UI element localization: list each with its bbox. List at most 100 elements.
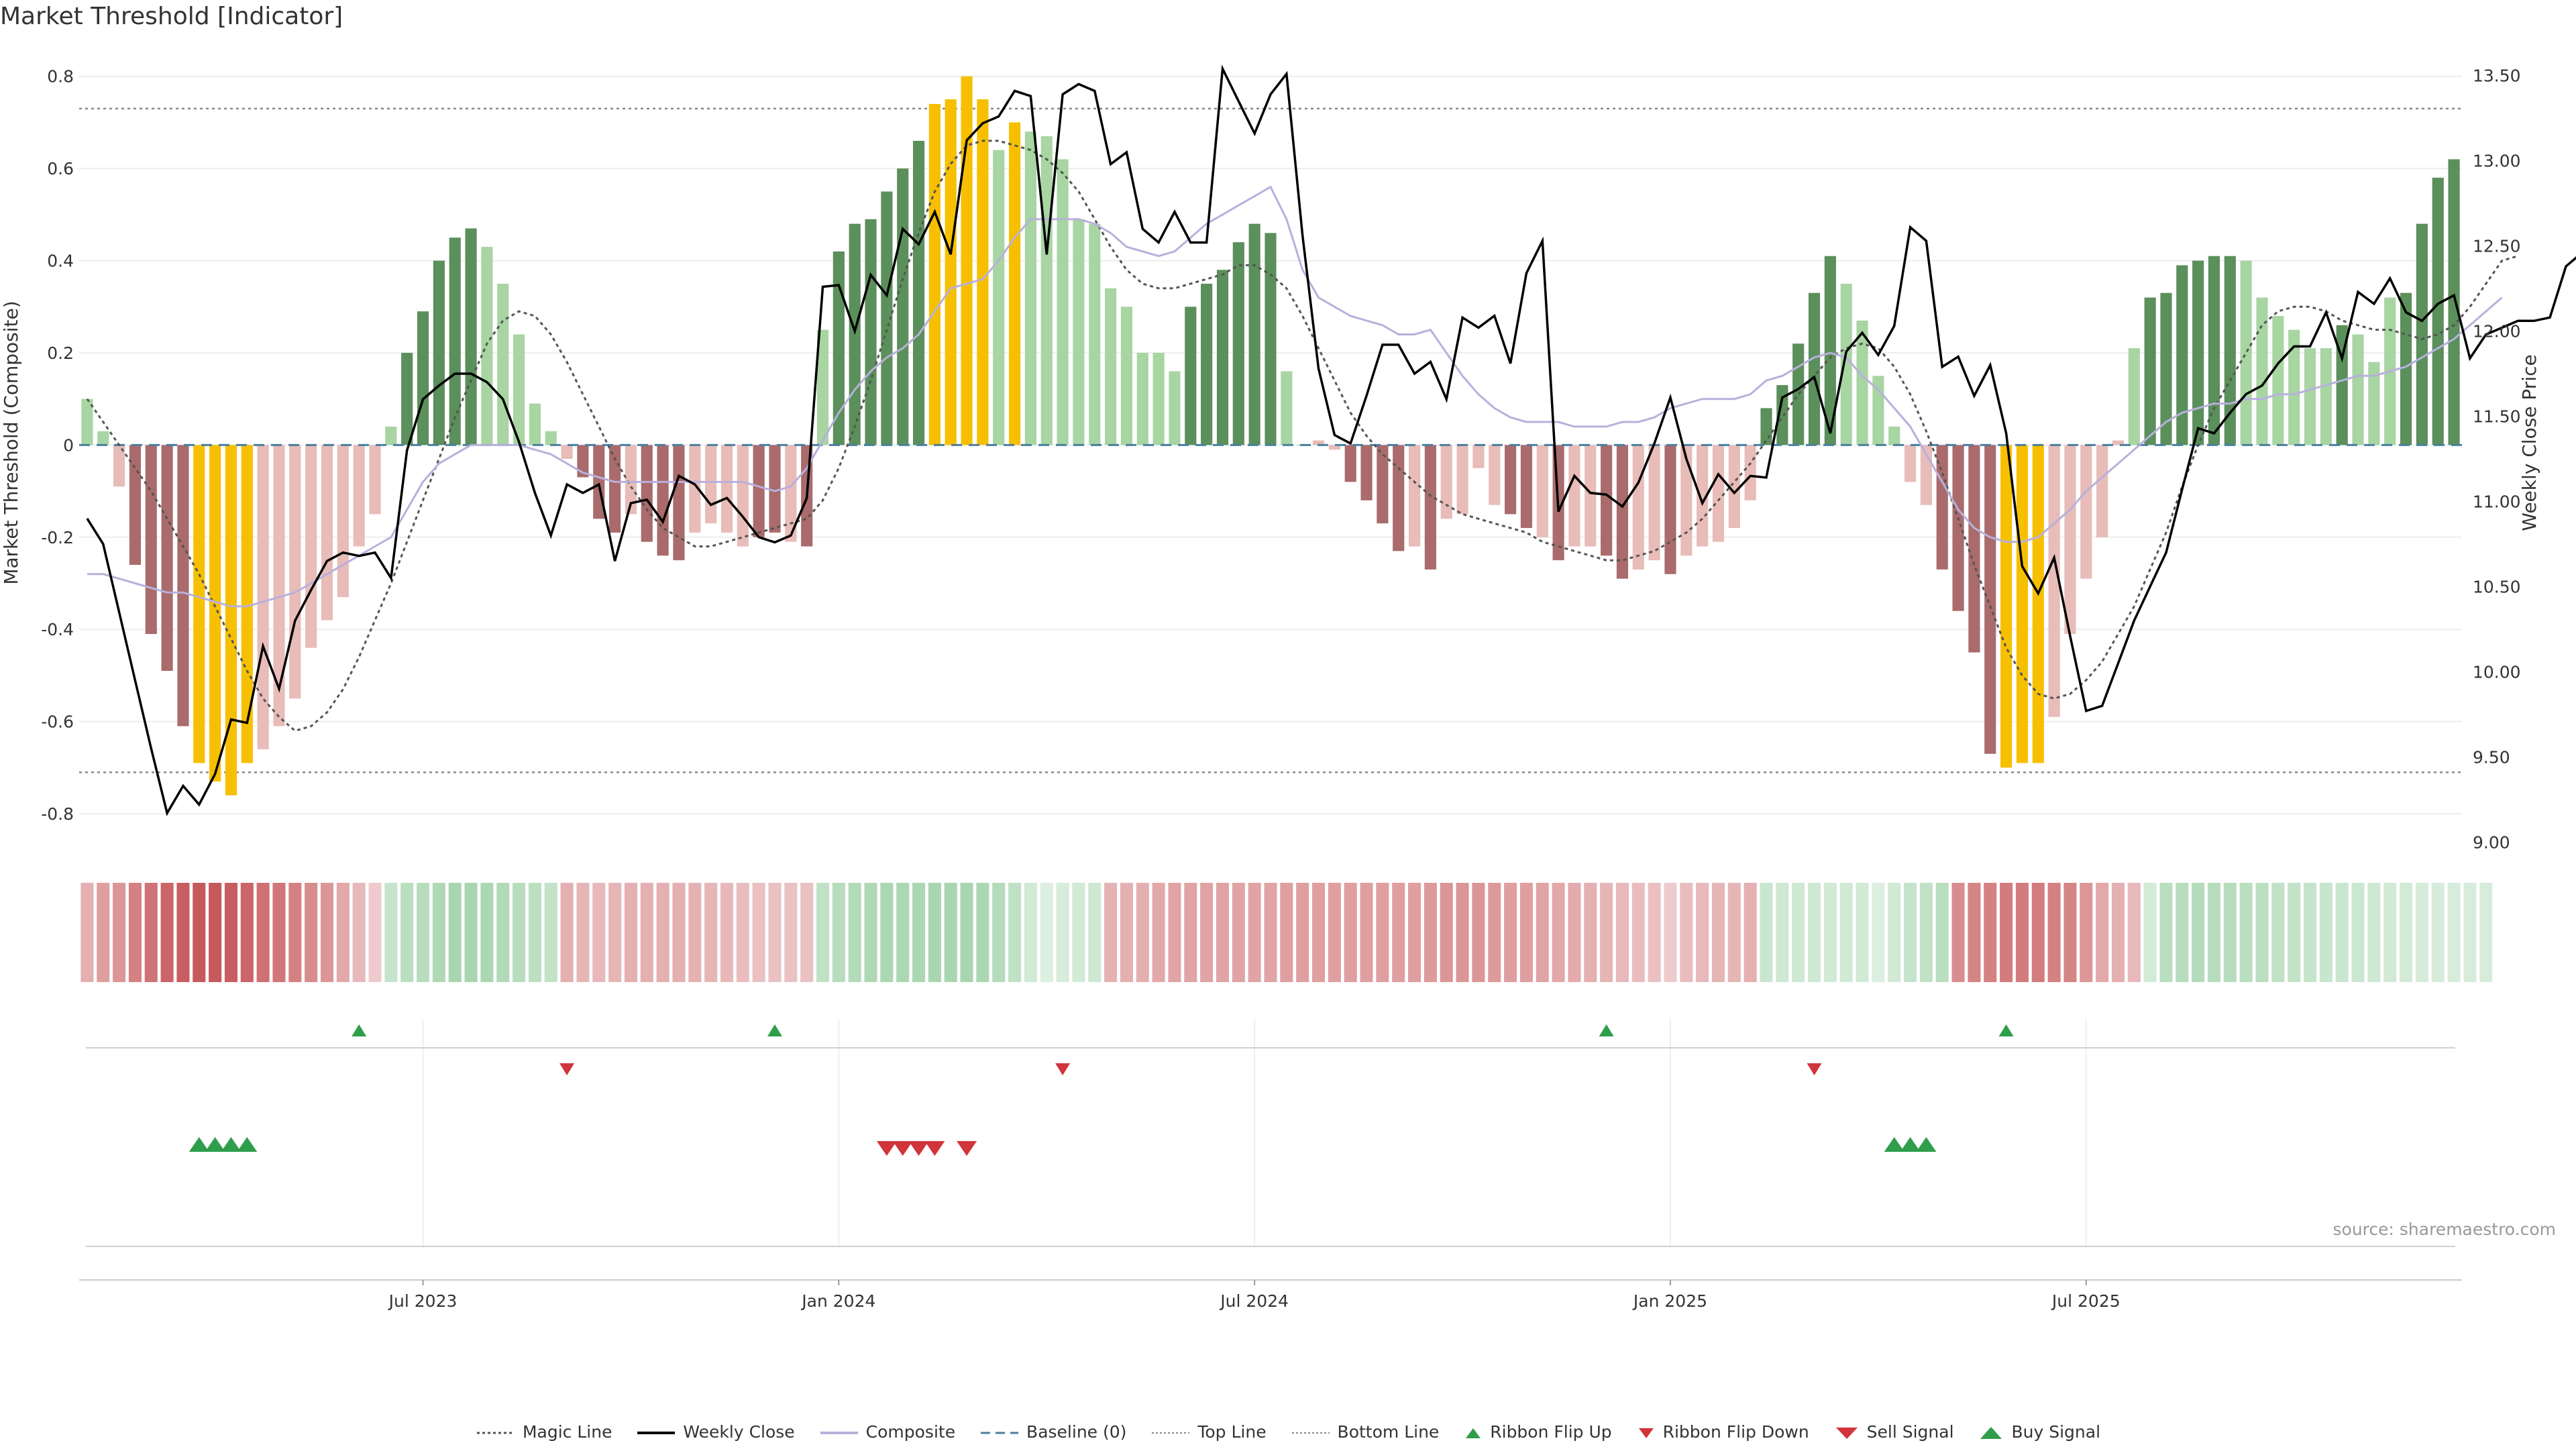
composite-bar [2368, 362, 2380, 445]
ribbon-cell [704, 883, 718, 982]
composite-bar [417, 311, 429, 445]
composite-bar [816, 329, 829, 445]
y-tick-label-left: -0.8 [41, 804, 74, 824]
ribbon-cell [1328, 883, 1341, 982]
composite-bar [1440, 445, 1452, 519]
composite-bar [1984, 445, 1996, 754]
ribbon-cell [688, 883, 702, 982]
legend-top-line[interactable]: Top Line [1152, 1422, 1267, 1442]
y-tick-label-right: 9.00 [2473, 833, 2510, 852]
composite-bar [2192, 260, 2204, 445]
sell-signal-marker [892, 1141, 913, 1156]
ribbon-cell [880, 883, 894, 982]
ribbon-cell [784, 883, 798, 982]
ribbon-flip-down-marker [559, 1063, 575, 1075]
ribbon-cell [368, 883, 382, 982]
sell-signal-marker [908, 1141, 929, 1156]
sell-signal-marker [957, 1141, 977, 1156]
y-axis-left-label: Market Threshold (Composite) [0, 301, 22, 584]
ribbon-cell [320, 883, 334, 982]
ribbon-cell [1552, 883, 1565, 982]
ribbon-cell [1088, 883, 1102, 982]
legend-baseline[interactable]: Baseline (0) [981, 1422, 1127, 1442]
ribbon-cell [1743, 883, 1757, 982]
ribbon-cell [1104, 883, 1118, 982]
composite-bar [1360, 445, 1373, 500]
composite-bar [1456, 445, 1468, 515]
composite-bar [1568, 445, 1580, 547]
composite-bar [1136, 352, 1148, 445]
ribbon-flip-up-marker [1599, 1024, 1614, 1036]
composite-bar [769, 445, 781, 533]
legend-buy-signal[interactable]: Buy Signal [1978, 1422, 2100, 1442]
x-tick-label: Jul 2023 [388, 1291, 458, 1311]
composite-bar [1536, 445, 1548, 537]
ribbon-cell [1823, 883, 1837, 982]
legend-composite[interactable]: Composite [820, 1422, 956, 1442]
composite-bar [2352, 334, 2364, 445]
ribbon-cell [848, 883, 861, 982]
composite-bar [209, 445, 221, 782]
ribbon-cell [1408, 883, 1421, 982]
composite-bar [305, 445, 317, 648]
legend-ribbon-flip-down[interactable]: Ribbon Flip Down [1636, 1422, 1809, 1442]
ribbon-cell [1839, 883, 1853, 982]
composite-bar [1952, 445, 1964, 611]
legend-bottom-line[interactable]: Bottom Line [1291, 1422, 1440, 1442]
composite-bar [1505, 445, 1517, 515]
sell-signal-marker [924, 1141, 945, 1156]
composite-bar [1968, 445, 1980, 653]
composite-bar [928, 103, 941, 445]
triangle-down-icon [1638, 1428, 1654, 1438]
composite-bar [1073, 219, 1085, 445]
legend-weekly-close[interactable]: Weekly Close [637, 1422, 795, 1442]
composite-bar [1808, 292, 1821, 445]
composite-bar [1856, 320, 1868, 445]
legend-sell-signal[interactable]: Sell Signal [1833, 1422, 1954, 1442]
ribbon-cell [1904, 883, 1917, 982]
legend-magic-line[interactable]: Magic Line [476, 1422, 612, 1442]
composite-bar [465, 228, 477, 445]
composite-bar [2144, 297, 2156, 445]
ribbon-cell [1680, 883, 1693, 982]
legend-ribbon-flip-up[interactable]: Ribbon Flip Up [1463, 1422, 1612, 1442]
ribbon-cell [240, 883, 254, 982]
composite-bar [129, 445, 142, 566]
ribbon-cell [1360, 883, 1373, 982]
composite-bar [1377, 445, 1389, 524]
buy-signal-marker [221, 1137, 241, 1152]
ribbon-cell [352, 883, 366, 982]
composite-bar [241, 445, 253, 763]
composite-bar [497, 283, 509, 445]
x-tick-label: Jul 2024 [1219, 1291, 1289, 1311]
weekly-close-series [86, 64, 2576, 816]
ribbon-cell [864, 883, 877, 982]
ribbon-cell [2400, 883, 2413, 982]
composite-bar [2208, 256, 2220, 445]
ribbon-cell [1631, 883, 1645, 982]
composite-bar [609, 445, 621, 533]
composite-bar [977, 99, 989, 445]
triangle-up-icon [1980, 1427, 2002, 1439]
composite-bar [1520, 445, 1533, 529]
buy-signal-marker [205, 1137, 225, 1152]
composite-bar [1776, 385, 1788, 445]
ribbon-cell [528, 883, 541, 982]
ribbon-cell [1200, 883, 1214, 982]
composite-bar [993, 150, 1005, 445]
composite-bar [1216, 270, 1229, 445]
ribbon-cell [992, 883, 1006, 982]
ribbon-cell [400, 883, 414, 982]
composite-bar [2256, 297, 2268, 445]
composite-bar [2096, 445, 2108, 537]
ribbon-cell [1872, 883, 1885, 982]
buy-signal-marker [237, 1137, 258, 1152]
composite-bar [1393, 445, 1405, 551]
ribbon-cell [1056, 883, 1069, 982]
ribbon-cell [672, 883, 686, 982]
ribbon-cell [1584, 883, 1597, 982]
ribbon-cell [1984, 883, 1997, 982]
ribbon-cell [2447, 883, 2461, 982]
ribbon-cell [224, 883, 238, 982]
composite-bar [2272, 316, 2284, 445]
